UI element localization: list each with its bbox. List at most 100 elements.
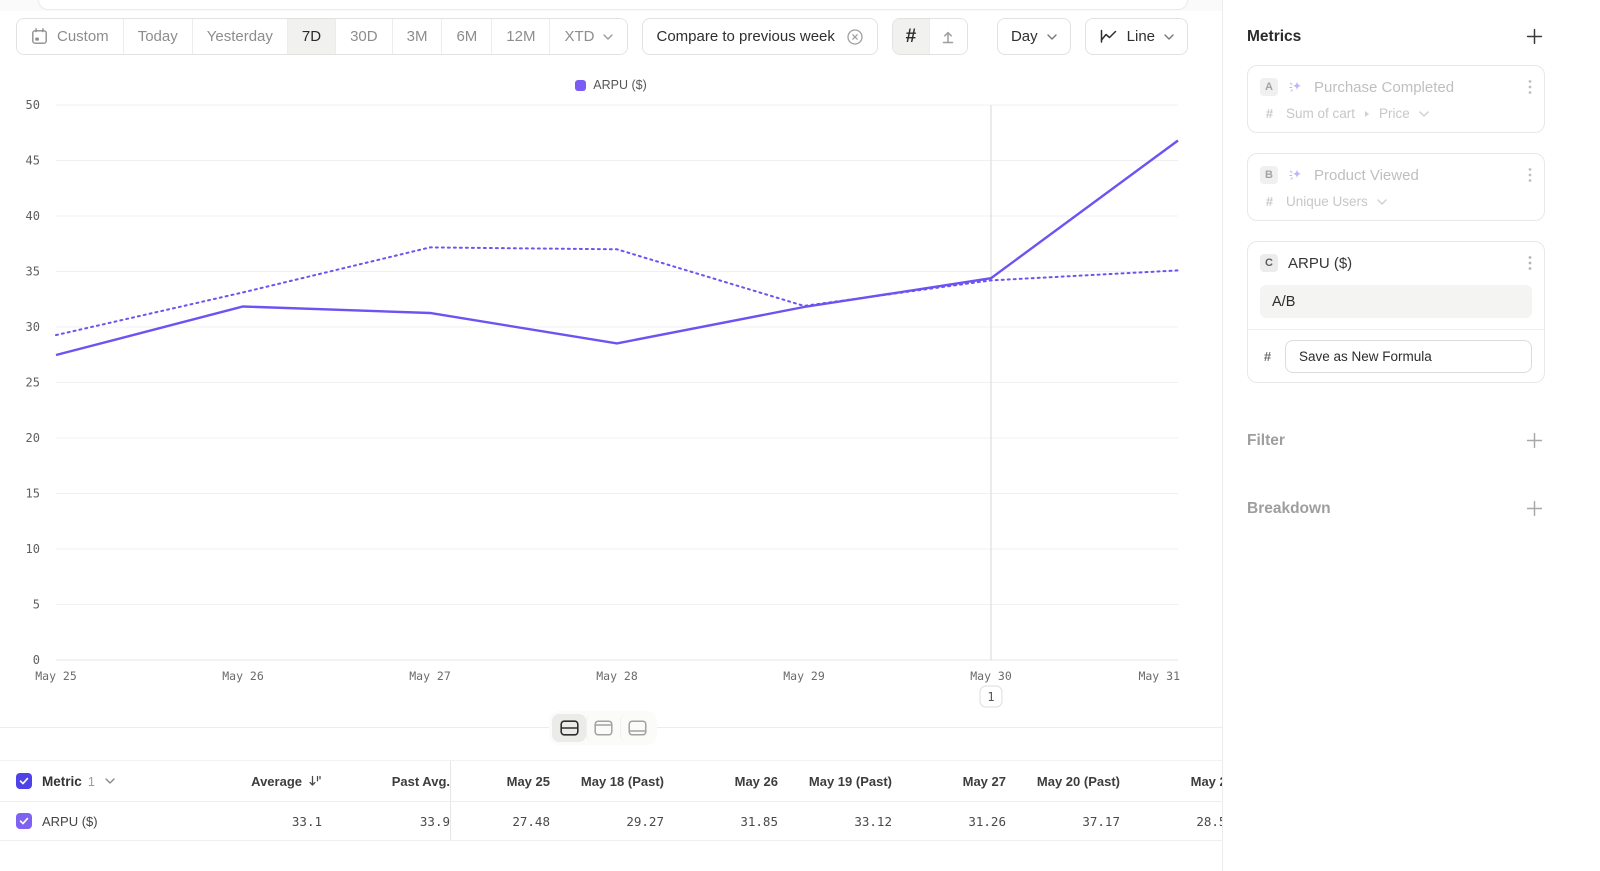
range-label: Custom <box>57 28 109 45</box>
compare-control[interactable]: Compare to previous week <box>642 18 878 55</box>
arrow-up-baseline-icon <box>943 31 954 43</box>
table-cell: 37.17 <box>1082 813 1120 829</box>
row-checkbox[interactable] <box>16 813 32 829</box>
toolbar-spacer <box>982 18 983 55</box>
column-header-past-avg-[interactable]: Past Avg. <box>322 761 450 801</box>
column-header-may-26[interactable]: May 26 <box>664 761 778 801</box>
table-cell: 33.1 <box>291 813 322 829</box>
metric-count: 1 <box>87 773 95 789</box>
svg-text:May 29: May 29 <box>783 669 825 683</box>
range-button-yesterday[interactable]: Yesterday <box>192 19 288 54</box>
dismiss-compare-icon[interactable] <box>846 28 864 46</box>
number-format-icon[interactable]: # <box>1263 349 1272 364</box>
aggregation-selector[interactable]: # Unique Users <box>1260 192 1532 211</box>
column-header-may-27[interactable]: May 27 <box>892 761 1006 801</box>
plus-icon <box>1526 28 1543 45</box>
svg-text:50: 50 <box>26 98 40 112</box>
metric-card-a[interactable]: A Purchase Completed # Sum of cart <box>1247 65 1545 133</box>
metric-dropdown-label[interactable]: Metric <box>42 773 82 789</box>
check-icon <box>19 817 29 825</box>
range-button-6m[interactable]: 6M <box>442 19 493 54</box>
column-header-label: May 26 <box>734 773 778 789</box>
save-as-new-formula-button[interactable]: Save as New Formula <box>1285 340 1532 373</box>
range-label: XTD <box>564 28 595 45</box>
range-label: 7D <box>301 28 322 45</box>
card-divider <box>1248 329 1544 330</box>
chevron-down-icon <box>1164 33 1174 40</box>
column-header-may-18-past-[interactable]: May 18 (Past) <box>550 761 664 801</box>
chevron-down-icon <box>1046 33 1057 40</box>
add-filter-button[interactable] <box>1524 430 1545 451</box>
kebab-menu-icon[interactable] <box>1528 255 1532 271</box>
add-metric-button[interactable] <box>1524 26 1545 47</box>
aggregation-selector[interactable]: # Sum of cart Price <box>1260 104 1532 123</box>
annotations-toggle[interactable] <box>929 19 967 54</box>
add-breakdown-button[interactable] <box>1524 498 1545 519</box>
column-header-average[interactable]: Average <box>230 761 322 801</box>
show-values-toggle[interactable]: # <box>892 19 930 54</box>
range-button-12m[interactable]: 12M <box>492 19 551 54</box>
column-header-label: May 19 (Past) <box>808 773 892 789</box>
column-header-may-25[interactable]: May 25 <box>450 761 550 801</box>
table-cell: 28.52 <box>1196 813 1222 829</box>
column-header-label: Past Avg. <box>391 773 450 789</box>
chevron-down-icon <box>1419 110 1429 117</box>
metric-card-b[interactable]: B Product Viewed # Unique Users <box>1247 153 1545 221</box>
range-button-xtd[interactable]: XTD <box>550 19 628 54</box>
table-cell: 27.48 <box>450 802 550 840</box>
column-header-label: May 25 <box>506 773 550 789</box>
chart-only-icon <box>594 720 613 736</box>
metric-card-c[interactable]: C ARPU ($) A/B # Save as New Formula <box>1247 241 1545 383</box>
layout-split-view-button[interactable] <box>552 714 586 742</box>
sparkle-event-icon <box>1289 81 1302 92</box>
svg-text:20: 20 <box>26 431 40 445</box>
chevron-down-icon[interactable] <box>105 778 115 784</box>
range-button-7d[interactable]: 7D <box>287 19 337 54</box>
range-button-3m[interactable]: 3M <box>392 19 443 54</box>
kebab-menu-icon[interactable] <box>1528 79 1532 95</box>
layout-chart-only-button[interactable] <box>586 714 620 742</box>
calendar-icon <box>32 28 47 44</box>
line-chart[interactable]: 0 5 10 15 20 25 30 35 40 45 50 1 May 25 May 26 May 27 M… <box>0 88 1222 736</box>
layout-table-only-button[interactable] <box>620 714 654 742</box>
metric-letter-badge: A <box>1260 78 1278 96</box>
breadcrumb-arrow-icon <box>1364 110 1370 118</box>
chart-legend[interactable]: ARPU ($) <box>0 78 1222 92</box>
select-all-checkbox[interactable] <box>16 773 32 789</box>
formula-value: A/B <box>1272 293 1296 310</box>
kebab-menu-icon[interactable] <box>1528 167 1532 183</box>
column-header-may-19-past-[interactable]: May 19 (Past) <box>778 761 892 801</box>
svg-text:0: 0 <box>33 653 40 667</box>
table-cell: 33.12 <box>854 813 892 829</box>
hash-icon: # <box>905 26 917 47</box>
query-sidebar: Metrics A Purchase Completed <box>1224 0 1600 871</box>
chart-display-toggles: # <box>891 18 968 55</box>
range-label: 30D <box>350 28 378 45</box>
svg-text:25: 25 <box>26 376 40 390</box>
formula-input[interactable]: A/B <box>1260 285 1532 318</box>
column-header-may-28[interactable]: May 28 <box>1120 761 1222 801</box>
plus-icon <box>1526 432 1543 449</box>
metrics-section-title: Metrics <box>1247 27 1302 45</box>
legend-swatch <box>575 79 587 91</box>
compare-label: Compare to previous week <box>656 28 835 45</box>
svg-text:35: 35 <box>26 265 40 279</box>
range-button-30d[interactable]: 30D <box>336 19 393 54</box>
range-button-today[interactable]: Today <box>123 19 193 54</box>
range-button-custom[interactable]: Custom <box>17 19 124 54</box>
column-header-may-20-past-[interactable]: May 20 (Past) <box>1006 761 1120 801</box>
metric-name: Product Viewed <box>1314 166 1419 184</box>
series-solid <box>55 139 1179 357</box>
series-dotted <box>55 246 1179 337</box>
svg-text:45: 45 <box>26 154 40 168</box>
row-label-cell: ARPU ($) <box>0 813 230 829</box>
results-table: Metric 1 Average Past Avg. May 25 May 18 (P… <box>0 760 1222 841</box>
metric-name: Purchase Completed <box>1314 78 1455 96</box>
chart-type-select[interactable]: Line <box>1084 18 1188 55</box>
svg-text:30: 30 <box>26 320 40 334</box>
range-label: 12M <box>506 28 536 45</box>
svg-text:May 30: May 30 <box>970 669 1012 683</box>
range-label: 6M <box>456 28 478 45</box>
granularity-select[interactable]: Day <box>996 18 1071 55</box>
